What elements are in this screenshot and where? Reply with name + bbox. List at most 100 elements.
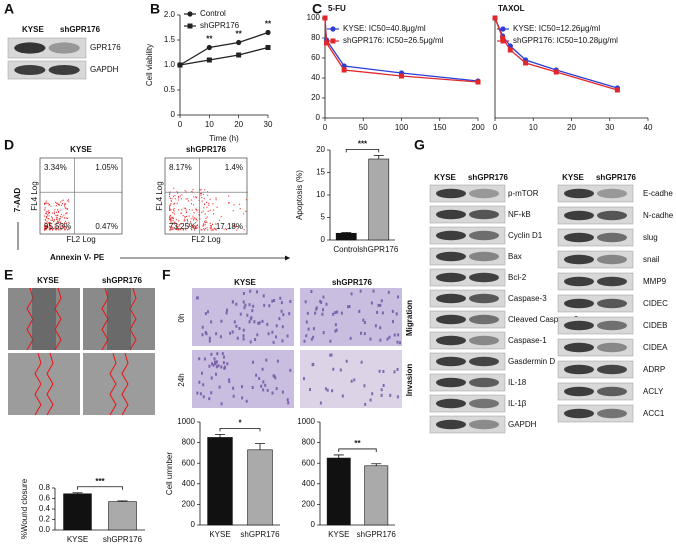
stained-cells (196, 289, 292, 344)
x-tick-label: 20 (567, 123, 576, 132)
lane-label: shGPR176 (596, 173, 637, 182)
wound-edge (34, 352, 42, 416)
panel-letter: A (4, 1, 14, 17)
x-tick-label: shGPR176 (357, 530, 397, 539)
data-point (177, 62, 183, 68)
data-point (341, 67, 347, 73)
blot-band (564, 188, 594, 199)
channel-label: FL4 Log (155, 181, 164, 210)
data-point (206, 44, 212, 51)
bar (364, 465, 389, 526)
blot-band (469, 335, 499, 346)
blot-band (469, 377, 499, 388)
blot-band (436, 230, 466, 241)
x-tick-label: Control (333, 245, 359, 254)
bar (108, 501, 137, 531)
y-tick-label: 0 (316, 113, 321, 122)
blot-band (436, 356, 466, 367)
blot-band (436, 272, 466, 283)
y-tick-label: 0.4 (39, 504, 51, 513)
wound-gap (107, 288, 131, 350)
significance-bracket (338, 448, 377, 452)
stained-cells (303, 353, 399, 406)
significance-bracket (345, 149, 380, 153)
significance: ** (206, 35, 213, 44)
y-tick-label: 600 (182, 458, 196, 467)
y-axis-label: Cell umnber (165, 452, 174, 495)
lane-label: KYSE (22, 25, 44, 34)
legend-marker (187, 23, 193, 29)
significance: ** (265, 20, 272, 29)
x-tick-label: 20 (234, 120, 243, 129)
row-label: 0h (177, 314, 186, 323)
lane-label: shGPR176 (332, 278, 373, 287)
quadrant-value: 95.53% (44, 222, 71, 231)
panel-letter: C (312, 1, 322, 17)
blot-band (436, 335, 466, 346)
row-label: 24h (177, 373, 186, 386)
panel-letter: B (150, 1, 160, 17)
y-tick-label: 15 (316, 168, 325, 177)
y-tick-label: 0 (191, 520, 196, 529)
blot-band (564, 386, 594, 397)
blot-band (469, 398, 499, 409)
blot-band (48, 42, 80, 54)
microscopy-image (300, 288, 402, 346)
axis-label: Annexin V- PE (50, 253, 105, 262)
significance: ** (236, 30, 243, 39)
data-point (507, 47, 513, 53)
blot-band (564, 210, 594, 221)
microscopy-image (192, 288, 294, 346)
x-tick-label: 100 (395, 123, 409, 132)
band-label: NF-kB (508, 210, 531, 219)
band-label: Caspase-1 (508, 336, 547, 345)
x-tick-label: KYSE (67, 535, 88, 544)
blot-band (14, 64, 46, 76)
band-label: CIDEC (643, 299, 668, 308)
blot-band (564, 276, 594, 287)
legend-marker (500, 38, 506, 44)
legend-marker (330, 26, 336, 32)
stained-cells (196, 352, 292, 406)
lane-label: shGPR176 (468, 173, 509, 182)
blot-band (597, 298, 627, 309)
significance: ** (354, 439, 361, 448)
bar (63, 493, 92, 531)
x-tick-label: 200 (471, 123, 485, 132)
y-tick-label: 800 (182, 438, 196, 447)
quadrant-value: 1.05% (95, 163, 118, 172)
y-tick-label: 1.0 (164, 60, 176, 69)
wound-edge (109, 352, 117, 416)
y-axis-label: Cell viability (145, 44, 154, 86)
legend-label: shGPR176: IC50=10.28μg/ml (513, 36, 618, 45)
y-tick-label: 20 (316, 145, 325, 154)
data-point (500, 35, 506, 41)
microscopy-image (83, 353, 155, 415)
quadrant-value: 3.34% (44, 163, 67, 172)
x-tick-label: shGPR176 (359, 245, 399, 254)
blot-band (597, 364, 627, 375)
legend-label: KYSE: IC50=40.8μg/ml (343, 24, 426, 33)
blot-band (597, 254, 627, 265)
blot-band (597, 232, 627, 243)
y-tick-label: 400 (182, 479, 196, 488)
channel-label: FL4 Log (30, 181, 39, 210)
data-point (614, 87, 620, 93)
series-line (179, 46, 269, 66)
blot-band (564, 232, 594, 243)
blot-band (436, 419, 466, 430)
plot-title: shGPR176 (186, 145, 227, 154)
data-point (322, 15, 328, 21)
band-label: GAPDH (90, 65, 119, 74)
y-axis-label: %Wound closure (20, 478, 29, 539)
y-tick-label: 100 (307, 13, 321, 22)
blot-band (436, 398, 466, 409)
blot-band (597, 188, 627, 199)
x-tick-label: 0 (493, 123, 498, 132)
y-tick-label: 1000 (297, 417, 315, 426)
blot-band (597, 408, 627, 419)
data-point (265, 45, 271, 50)
legend-label: shGPR176: IC50=26.5μg/ml (343, 36, 444, 45)
bar (368, 158, 390, 241)
y-tick-label: 0 (321, 235, 326, 244)
